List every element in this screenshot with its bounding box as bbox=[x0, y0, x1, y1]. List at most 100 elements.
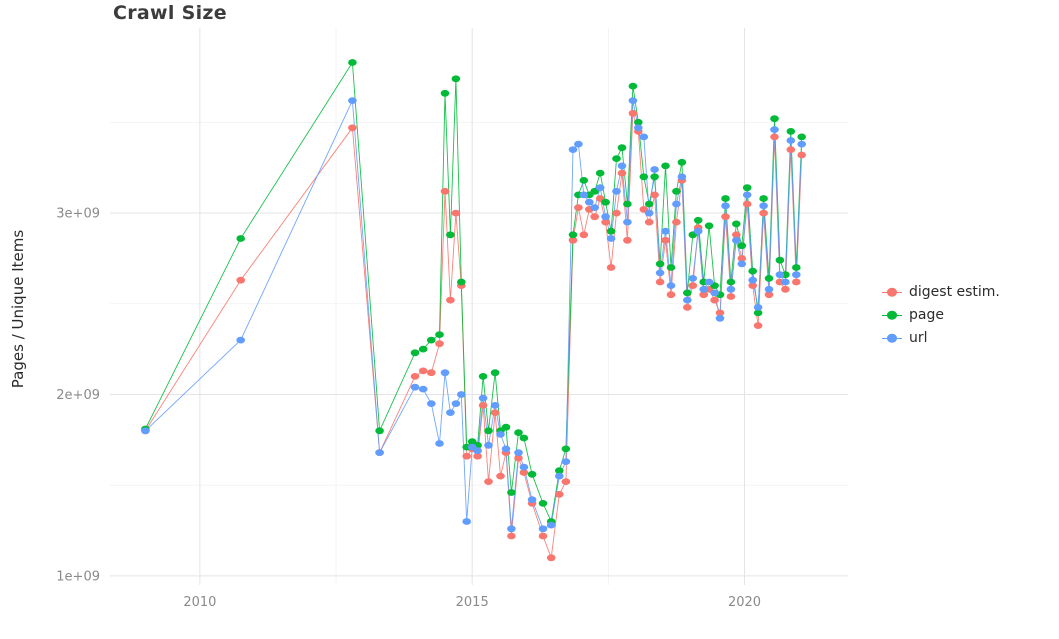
data-point bbox=[236, 336, 245, 344]
data-point bbox=[748, 282, 757, 289]
data-point bbox=[514, 429, 523, 436]
data-point bbox=[650, 173, 659, 181]
data-point bbox=[655, 269, 665, 277]
data-point bbox=[797, 151, 806, 159]
data-point bbox=[655, 278, 665, 286]
data-point bbox=[612, 155, 621, 163]
data-point bbox=[440, 89, 450, 97]
data-point bbox=[527, 496, 537, 504]
data-point bbox=[732, 231, 741, 239]
data-point bbox=[538, 525, 548, 533]
data-point bbox=[555, 467, 564, 475]
data-point bbox=[726, 278, 736, 286]
data-point bbox=[538, 532, 548, 540]
legend: digest estim. page url bbox=[882, 284, 1000, 346]
legend-key-digest-estim-icon bbox=[882, 285, 902, 299]
data-point bbox=[514, 449, 523, 456]
data-point bbox=[644, 200, 654, 208]
data-point bbox=[683, 289, 692, 297]
grid-minor bbox=[110, 28, 848, 585]
series-line-url bbox=[145, 100, 803, 530]
data-point bbox=[661, 227, 670, 235]
x-tick-label: 2015 bbox=[456, 595, 489, 610]
data-point bbox=[418, 385, 428, 393]
series-points-digest-estim bbox=[141, 109, 806, 562]
data-point bbox=[683, 304, 692, 311]
data-point bbox=[440, 369, 450, 377]
data-point bbox=[410, 383, 420, 391]
data-point bbox=[732, 220, 741, 228]
data-point bbox=[606, 227, 616, 235]
data-point bbox=[561, 445, 571, 453]
data-point bbox=[764, 275, 774, 282]
data-point bbox=[435, 440, 444, 447]
data-point bbox=[507, 525, 516, 533]
data-point bbox=[490, 402, 500, 409]
data-point bbox=[490, 369, 500, 377]
data-point bbox=[579, 191, 589, 199]
data-point bbox=[623, 218, 632, 226]
data-point bbox=[693, 216, 703, 224]
data-point bbox=[683, 296, 692, 304]
data-point bbox=[639, 133, 649, 141]
data-point bbox=[737, 242, 747, 250]
data-point bbox=[501, 445, 511, 453]
data-point bbox=[786, 127, 796, 135]
data-point bbox=[601, 213, 610, 221]
data-point bbox=[775, 271, 785, 279]
data-point bbox=[507, 532, 516, 540]
data-point bbox=[770, 115, 779, 123]
data-point bbox=[650, 166, 659, 173]
legend-item-digest-estim: digest estim. bbox=[882, 284, 1000, 300]
data-point bbox=[601, 198, 610, 206]
data-point bbox=[753, 304, 763, 311]
data-point bbox=[375, 427, 384, 435]
data-point bbox=[473, 447, 482, 455]
data-point bbox=[568, 231, 578, 239]
data-point bbox=[699, 285, 708, 293]
data-point bbox=[715, 309, 725, 317]
data-point bbox=[710, 289, 719, 297]
legend-item-url: url bbox=[882, 330, 1000, 346]
data-point bbox=[595, 184, 605, 192]
data-point bbox=[519, 463, 529, 471]
y-tick-label: 3e+09 bbox=[56, 207, 100, 222]
legend-key-url-icon bbox=[882, 331, 902, 345]
data-point bbox=[644, 218, 654, 226]
data-point bbox=[457, 391, 466, 398]
data-point bbox=[427, 369, 436, 377]
data-point bbox=[792, 264, 801, 271]
data-point bbox=[617, 162, 627, 170]
data-point bbox=[496, 431, 505, 438]
data-point bbox=[672, 200, 681, 208]
data-point bbox=[568, 146, 578, 154]
data-point bbox=[574, 204, 583, 212]
data-point bbox=[435, 331, 444, 338]
data-point bbox=[753, 322, 763, 329]
data-point bbox=[628, 109, 638, 117]
data-point bbox=[644, 209, 654, 217]
data-point bbox=[451, 75, 461, 83]
data-point bbox=[141, 427, 150, 435]
data-point bbox=[742, 184, 752, 192]
data-point bbox=[410, 373, 420, 380]
data-point bbox=[473, 452, 482, 460]
data-point bbox=[555, 472, 564, 480]
data-point bbox=[748, 276, 757, 284]
y-tick-label: 2e+09 bbox=[56, 388, 100, 403]
data-point bbox=[427, 336, 436, 344]
data-point bbox=[427, 400, 436, 407]
data-point bbox=[672, 218, 681, 226]
data-point bbox=[546, 521, 556, 529]
data-point bbox=[590, 204, 599, 212]
data-point bbox=[759, 209, 768, 217]
data-point bbox=[606, 264, 616, 271]
axis-tick-labels: 1e+09 2e+09 3e+09 2010 2015 2020 bbox=[56, 207, 761, 610]
y-tick-label: 1e+09 bbox=[56, 569, 100, 584]
data-point bbox=[484, 427, 493, 435]
data-point bbox=[478, 394, 488, 402]
data-point bbox=[348, 59, 357, 66]
data-point bbox=[590, 213, 599, 221]
data-point bbox=[710, 296, 719, 304]
data-point bbox=[786, 137, 796, 144]
